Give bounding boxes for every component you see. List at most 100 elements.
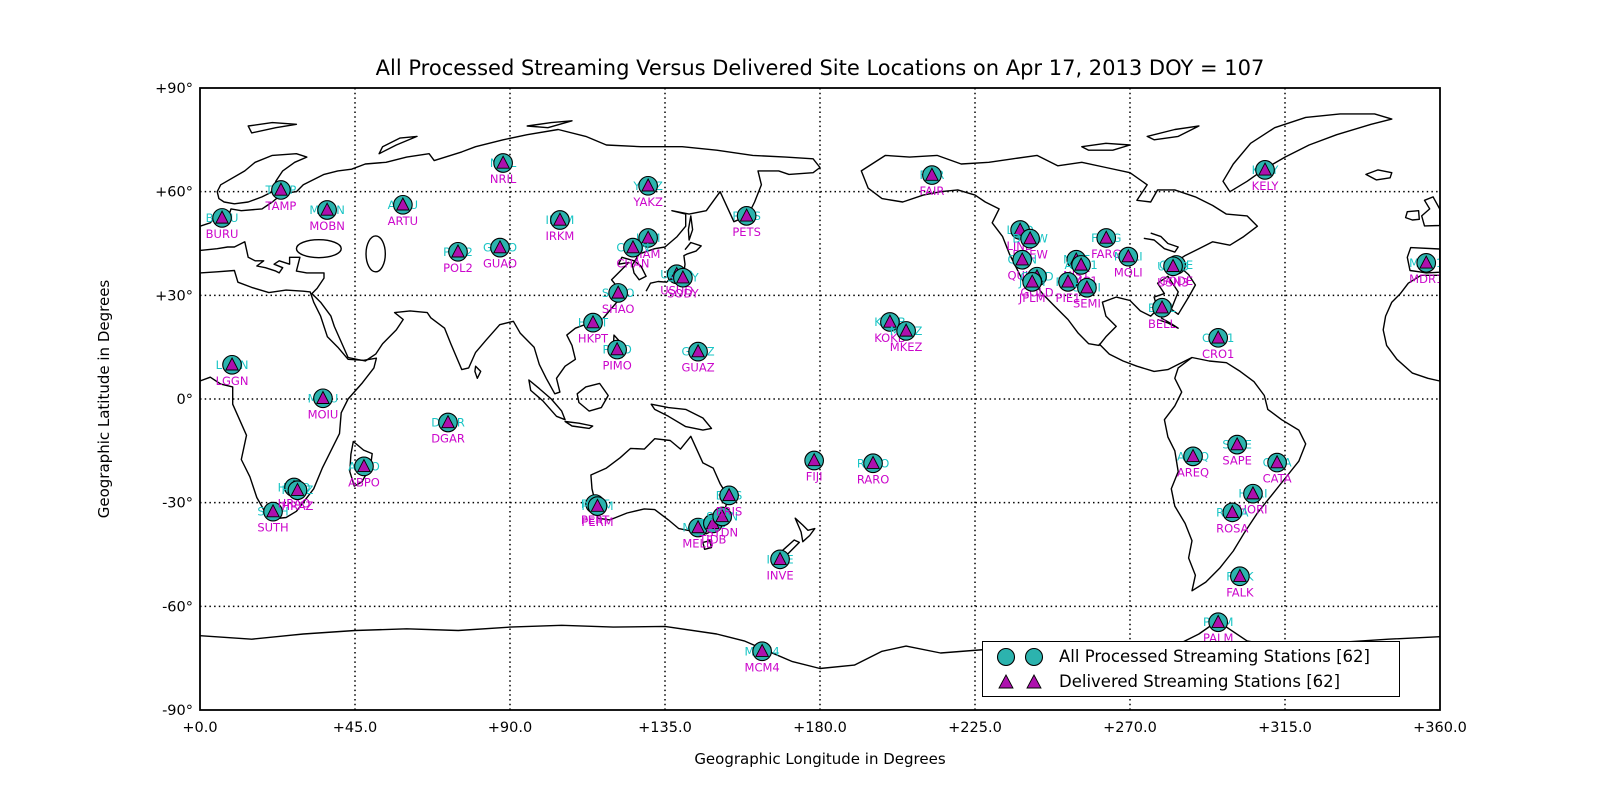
station-INVE: INVEINVE	[766, 549, 794, 582]
delivered-station-marker-icon	[1232, 568, 1247, 582]
legend-item-delivered: Delivered Streaming Stations [62]	[991, 670, 1395, 694]
station-PIMO: PIMOPIMO	[602, 339, 632, 373]
station-MOBN: MOBNMOBN	[309, 200, 345, 233]
gridlines	[200, 88, 1440, 710]
delivered-station-marker-icon	[1246, 485, 1260, 500]
station-ARTU: ARTUARTU	[388, 194, 418, 228]
station-PERM: PERMPERM	[581, 496, 614, 529]
x-tick-label: +225.0	[948, 720, 1002, 736]
station-SHAO: SHAOSHAO	[602, 283, 635, 316]
station-label-delivered: BELL	[1148, 317, 1177, 331]
station-label-delivered: MOIU	[308, 407, 339, 421]
station-ROSA: ROSAROSA	[1216, 502, 1249, 535]
station-MDR1: MDR1MDR1	[1409, 253, 1440, 286]
station-SYDN: SYDNSYDN	[706, 506, 738, 539]
station-HRAZ: HRAZHRAZ	[282, 480, 314, 513]
station-label-delivered: ARTU	[388, 214, 418, 228]
y-tick-label: -30°	[162, 496, 193, 512]
station-GUAO: GUAOGUAO	[483, 237, 517, 271]
station-JPLM: JPLMJPLM	[1018, 272, 1046, 305]
delivered-station-marker-icon	[357, 458, 371, 473]
station-label-delivered: MKEZ	[890, 340, 923, 354]
delivered-station-marker-icon	[441, 414, 455, 429]
delivered-station-marker-icon	[1166, 258, 1180, 272]
station-MOLI: MOLIMOLI	[1114, 246, 1143, 280]
station-label-delivered: HRAZ	[282, 499, 314, 513]
delivered-station-marker-icon	[451, 244, 465, 258]
delivered-station-marker-icon	[266, 503, 280, 518]
stations-layer: TAMPTAMP BURUBURU MOBNMOBN ARTUARTU POL2POL2…	[206, 153, 1440, 674]
delivered-station-marker-icon	[641, 178, 656, 192]
delivered-station-marker-icon	[553, 212, 567, 226]
delivered-station-marker-icon	[626, 239, 640, 254]
delivered-station-marker-icon	[1099, 230, 1114, 244]
station-LGGN: LGGNLGGN	[216, 354, 248, 388]
station-label-delivered: SHAO	[602, 302, 635, 316]
station-ABPO: ABPOABPO	[348, 456, 380, 489]
legend-item-processed: All Processed Streaming Stations [62]	[991, 645, 1395, 669]
station-CHAN: CHANCHAN	[616, 237, 650, 271]
station-label-delivered: CATA	[1263, 472, 1292, 486]
station-GUAZ: GUAZGUAZ	[682, 341, 715, 375]
station-label-delivered: MCM4	[745, 660, 780, 674]
station-BELL: BELLBELL	[1148, 297, 1177, 331]
station-SEMI: SEMISEMI	[1073, 277, 1101, 311]
x-tick-label: +90.0	[488, 720, 532, 736]
y-tick-label: +90°	[155, 81, 193, 97]
station-label-delivered: SODY	[667, 287, 700, 301]
station-label-delivered: SAPE	[1222, 454, 1252, 468]
station-label-delivered: GUAZ	[682, 361, 715, 375]
delivered-station-marker-icon	[899, 323, 914, 337]
station-label-delivered: ABPO	[348, 475, 380, 489]
station-label-delivered: PERM	[581, 515, 613, 529]
delivered-station-marker-icon	[691, 343, 706, 358]
delivered-station-marker-icon	[807, 452, 822, 467]
delivered-station-marker-icon	[290, 482, 305, 496]
chart-title: All Processed Streaming Versus Delivered…	[375, 56, 1265, 80]
delivered-station-marker-icon	[274, 182, 288, 196]
x-axis-label: Geographic Longitude in Degrees	[694, 750, 946, 768]
station-label-delivered: FARG	[1091, 247, 1121, 261]
y-tick-label: +30°	[155, 288, 193, 304]
delivered-station-marker-icon	[1155, 299, 1169, 314]
delivered-station-marker-icon	[641, 230, 656, 244]
station-label-delivered: HKPT	[578, 332, 609, 346]
y-tick-label: -90°	[162, 703, 193, 719]
station-label-delivered: FALK	[1226, 585, 1254, 599]
delivered-station-marker-icon	[773, 551, 787, 565]
station-BRIS: BRISBRIS	[716, 485, 742, 518]
station-USN3: USN3USN3	[1157, 256, 1189, 289]
delivered-station-marker-icon	[755, 643, 770, 657]
station-label-delivered: DGAR	[431, 431, 465, 445]
y-tick-label: +60°	[155, 185, 193, 201]
legend: All Processed Streaming Stations [62] De…	[982, 641, 1400, 697]
delivered-station-marker-icon	[722, 487, 737, 502]
tick-labels: +0.0 +45.0 +90.0 +135.0 +180.0 +225.0 +270.0 +3…	[155, 81, 1467, 736]
delivered-station-marker-icon	[1121, 248, 1136, 263]
station-SAPE: SAPESAPE	[1222, 434, 1252, 468]
delivered-station-marker-icon	[320, 202, 335, 216]
delivered-station-marker-icon	[225, 357, 239, 371]
delivered-station-marker-icon	[1080, 279, 1094, 294]
delivered-station-marker-icon	[1230, 436, 1245, 451]
station-label-delivered: MOLI	[1114, 266, 1143, 280]
station-MCM4: MCM4MCM4	[745, 641, 780, 674]
station-label-delivered: FAIR	[920, 184, 945, 198]
station-label-delivered: PIE1	[1056, 291, 1081, 305]
station-KELY: KELYKELY	[1252, 160, 1279, 193]
legend-label-delivered: Delivered Streaming Stations [62]	[1059, 672, 1341, 691]
delivered-station-marker-icon	[715, 508, 730, 523]
station-CATA: CATACATA	[1263, 452, 1292, 486]
delivered-station-marker-icon	[611, 285, 626, 299]
station-label-delivered: PERT	[581, 513, 610, 527]
station-label-delivered: TAMP	[265, 199, 297, 213]
station-label-delivered: SEMI	[1073, 297, 1101, 311]
station-SUTH: SUTHSUTH	[257, 501, 289, 535]
delivered-station-marker-icon	[1061, 274, 1075, 288]
station-label-delivered: HRAO	[278, 496, 311, 510]
delivered-station-marker-icon	[610, 341, 625, 356]
delivered-station-marker-icon	[925, 167, 939, 181]
station-label-delivered: IRKM	[546, 229, 575, 243]
